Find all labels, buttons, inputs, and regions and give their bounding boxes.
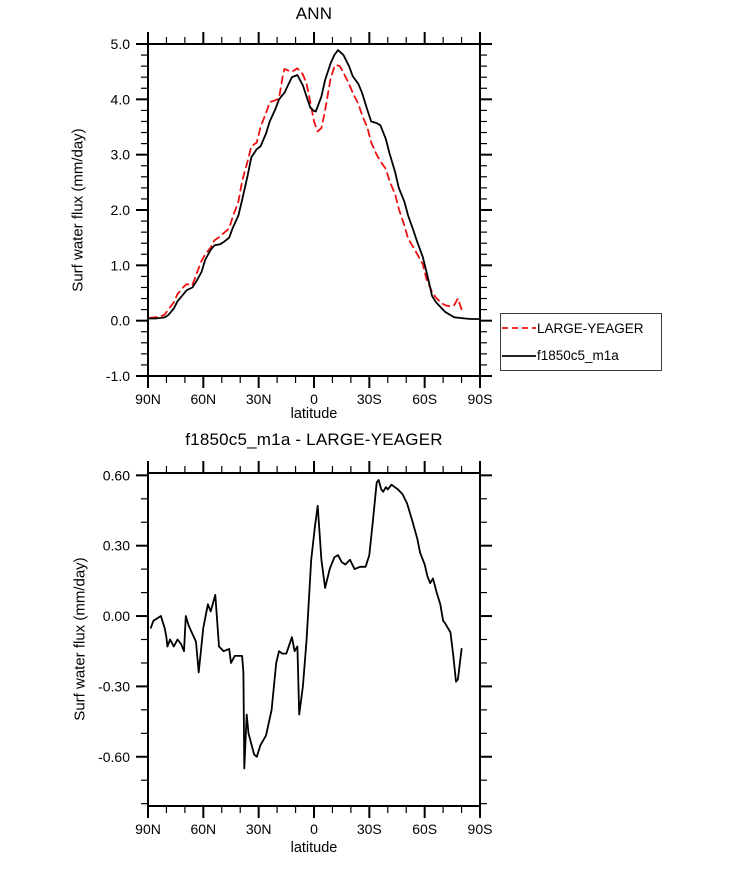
svg-text:0.30: 0.30 — [103, 538, 130, 554]
bottom-chart-x-axis-title: latitude — [290, 840, 338, 856]
svg-text:30S: 30S — [357, 391, 382, 407]
svg-text:60S: 60S — [412, 391, 437, 407]
svg-text:0: 0 — [310, 391, 318, 407]
legend-label-large-yeager: LARGE-YEAGER — [537, 320, 644, 336]
svg-text:60N: 60N — [190, 391, 216, 407]
svg-text:2.0: 2.0 — [111, 202, 131, 218]
legend-entry-f1850c5-m1a: f1850c5_m1a — [501, 343, 661, 369]
svg-text:60S: 60S — [412, 821, 437, 837]
legend-box: LARGE-YEAGER f1850c5_m1a — [500, 313, 662, 371]
bottom-chart-y-axis-title: Surf water flux (mm/day) — [71, 557, 89, 721]
svg-text:-0.30: -0.30 — [98, 678, 130, 694]
svg-text:5.0: 5.0 — [111, 36, 131, 52]
svg-text:30S: 30S — [357, 821, 382, 837]
legend-line-dashed-red — [502, 327, 536, 330]
svg-text:90S: 90S — [468, 821, 493, 837]
svg-text:3.0: 3.0 — [111, 147, 131, 163]
svg-text:-1.0: -1.0 — [106, 368, 130, 384]
svg-text:30N: 30N — [246, 821, 272, 837]
svg-text:90S: 90S — [468, 391, 493, 407]
svg-text:60N: 60N — [190, 821, 216, 837]
legend-entry-large-yeager: LARGE-YEAGER — [501, 315, 661, 341]
svg-text:90N: 90N — [135, 821, 161, 837]
svg-text:-0.60: -0.60 — [98, 749, 130, 765]
svg-text:30N: 30N — [246, 391, 272, 407]
legend-label-f1850c5-m1a: f1850c5_m1a — [537, 347, 619, 363]
top-chart-y-axis-title: Surf water flux (mm/day) — [69, 128, 87, 292]
svg-text:0.00: 0.00 — [103, 608, 130, 624]
bottom-chart-title: f1850c5_m1a - LARGE-YEAGER — [185, 430, 443, 449]
svg-text:0: 0 — [310, 821, 318, 837]
svg-text:1.0: 1.0 — [111, 257, 131, 273]
top-chart-title: ANN — [295, 4, 333, 23]
legend-line-solid-black — [502, 354, 536, 357]
svg-text:0.0: 0.0 — [111, 313, 131, 329]
svg-text:4.0: 4.0 — [111, 91, 131, 107]
svg-text:90N: 90N — [135, 391, 161, 407]
top-chart-x-axis-title: latitude — [290, 406, 338, 422]
svg-text:0.60: 0.60 — [103, 467, 130, 483]
